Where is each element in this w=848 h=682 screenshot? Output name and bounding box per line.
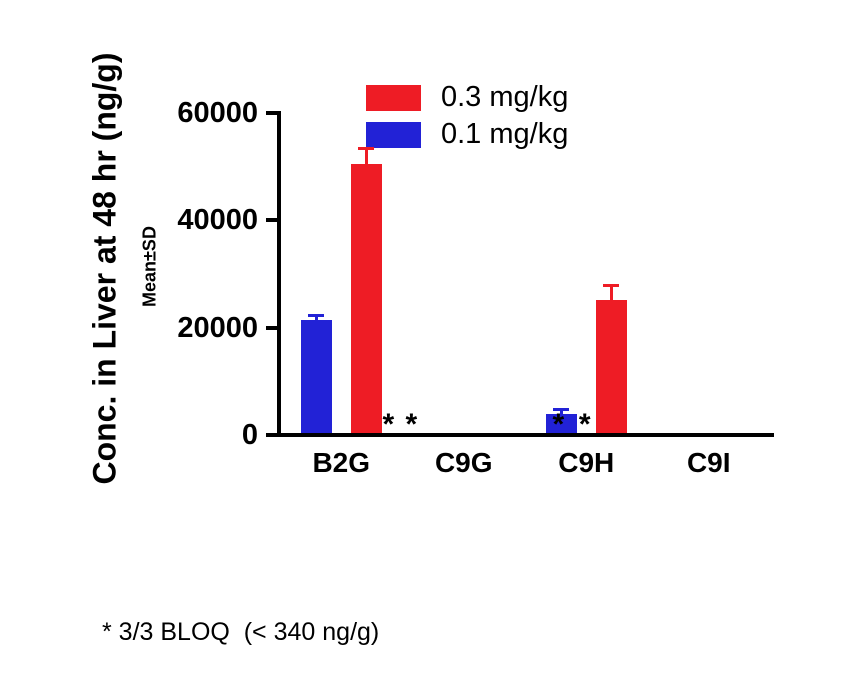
- error-bar: [609, 285, 613, 300]
- legend-label: 0.3 mg/kg: [441, 81, 569, 113]
- bloq-asterisk: *: [578, 408, 591, 441]
- legend-item: 0.3 mg/kg: [366, 81, 569, 113]
- error-bar: [559, 409, 563, 414]
- bloq-asterisk: *: [382, 408, 395, 441]
- error-bar-cap: [308, 313, 325, 317]
- y-tick: [266, 325, 277, 330]
- x-axis-label: C9G: [434, 447, 493, 478]
- error-bar-cap: [603, 283, 620, 287]
- bar: [300, 319, 332, 433]
- x-axis-label: C9I: [686, 447, 731, 478]
- y-tick-label: 0: [241, 419, 258, 451]
- y-tick-label: 40000: [177, 204, 258, 237]
- bar: [545, 413, 577, 433]
- y-axis: [277, 111, 281, 437]
- error-bar-cap: [358, 147, 375, 151]
- x-axis-label: C9H: [558, 447, 615, 478]
- y-axis-title: Conc. in Liver at 48 hr (ng/g): [86, 52, 123, 485]
- bar: [350, 163, 382, 433]
- error-bar: [364, 148, 368, 164]
- legend-swatch-high-dose: [366, 84, 421, 111]
- bloq-asterisk: *: [405, 408, 418, 441]
- y-tick: [266, 433, 277, 437]
- legend-label: 0.1 mg/kg: [441, 118, 569, 150]
- legend-swatch-low-dose: [366, 121, 421, 148]
- bloq-asterisk: *: [552, 408, 565, 441]
- error-bar: [314, 315, 318, 320]
- error-bar-cap: [553, 407, 570, 411]
- y-tick-label: 20000: [177, 311, 258, 344]
- footnote: * 3/3 BLOQ (< 340 ng/g): [102, 618, 380, 646]
- bar: [595, 299, 627, 433]
- y-tick: [266, 218, 277, 223]
- legend: 0.3 mg/kg 0.1 mg/kg: [366, 81, 569, 158]
- y-tick: [266, 111, 277, 115]
- legend-item: 0.1 mg/kg: [366, 118, 569, 150]
- x-axis: [277, 433, 774, 437]
- y-tick-label: 60000: [177, 97, 258, 129]
- x-axis-label: B2G: [312, 447, 371, 478]
